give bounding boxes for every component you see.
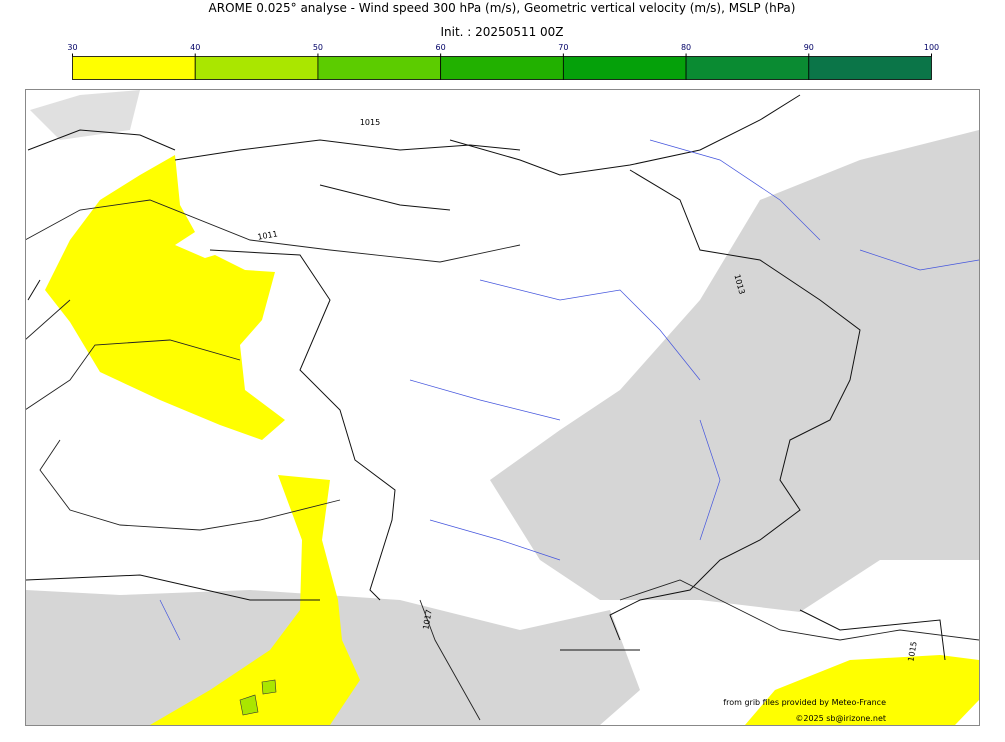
isobars (26, 199, 979, 721)
subtitle: Init. : 20250511 00Z (440, 25, 563, 39)
colorbar-tick-label: 50 (313, 43, 323, 52)
jet-area-south (150, 475, 360, 725)
colorbar: 30 40 50 60 70 80 90 100 (67, 43, 939, 80)
isobar-label: 1017 (421, 609, 433, 631)
colorbar-tick-label: 90 (804, 43, 814, 52)
credit: from grib files provided by Meteo-France (723, 698, 886, 707)
map: 1015 1011 1013 1017 1015 from grib files… (25, 89, 980, 726)
colorbar-bin (72, 56, 196, 80)
jet-area-west (45, 155, 285, 440)
colorbar-tick-label: 100 (924, 43, 939, 52)
colorbar-tick-label: 60 (436, 43, 446, 52)
coastline-borders (26, 94, 946, 661)
colorbar-tick-label: 40 (190, 43, 200, 52)
relief-east (490, 130, 979, 612)
colorbar-tick-label: 80 (681, 43, 691, 52)
colorbar-bin (562, 56, 687, 80)
isobar-label: 1011 (257, 229, 279, 241)
colorbar-bin (194, 56, 319, 80)
colorbar-tick-label: 70 (558, 43, 568, 52)
relief-north (30, 90, 140, 140)
jet-area-southeast (745, 655, 979, 725)
rivers (159, 139, 979, 641)
isobar-label: 1015 (360, 118, 380, 127)
jet-core (239, 679, 277, 716)
title: AROME 0.025° analyse - Wind speed 300 hP… (209, 1, 796, 15)
colorbar-bin (685, 56, 810, 80)
colorbar-bin (808, 56, 932, 80)
colorbar-bin (317, 56, 442, 80)
isobar-label: 1015 (906, 641, 918, 663)
credit: ©2025 sb@irizone.net (795, 714, 886, 723)
colorbar-bin (440, 56, 564, 80)
colorbar-tick-label: 30 (67, 43, 77, 52)
